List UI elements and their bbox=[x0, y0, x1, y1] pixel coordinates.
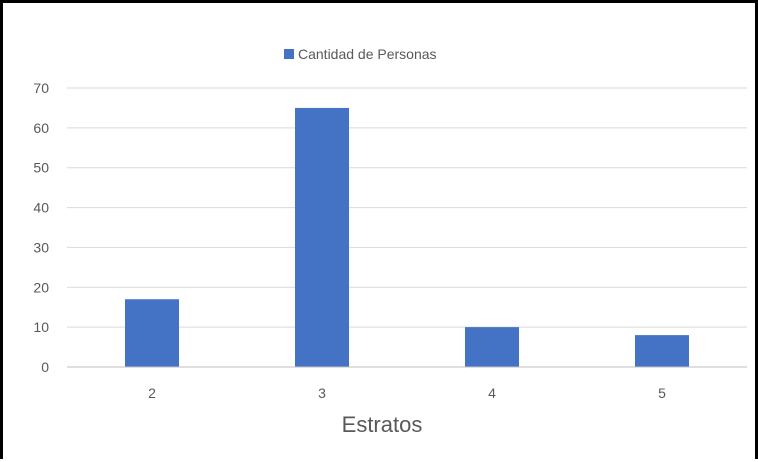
bar-5 bbox=[635, 335, 689, 367]
y-tick-label-50: 50 bbox=[33, 160, 49, 176]
gridlines bbox=[67, 87, 747, 328]
legend-swatch bbox=[284, 49, 294, 59]
y-axis-tick-labels: 0 10 20 30 40 50 60 70 bbox=[33, 80, 49, 375]
y-tick-label-60: 60 bbox=[33, 120, 49, 136]
bar-2 bbox=[125, 299, 179, 367]
y-tick-label-0: 0 bbox=[41, 359, 49, 375]
bar-4 bbox=[465, 327, 519, 367]
y-tick-label-20: 20 bbox=[33, 279, 49, 295]
x-tick-label-5: 5 bbox=[658, 385, 666, 401]
bars bbox=[125, 107, 689, 367]
legend: Cantidad de Personas bbox=[284, 46, 437, 62]
x-tick-label-2: 2 bbox=[148, 385, 156, 401]
x-axis-title: Estratos bbox=[342, 412, 423, 437]
y-tick-label-40: 40 bbox=[33, 200, 49, 216]
x-tick-label-3: 3 bbox=[318, 385, 326, 401]
bar-3 bbox=[295, 107, 349, 367]
y-tick-label-30: 30 bbox=[33, 239, 49, 255]
legend-label-cantidad-de-personas: Cantidad de Personas bbox=[298, 46, 437, 62]
x-axis-tick-labels: 2 3 4 5 bbox=[148, 385, 666, 401]
bar-chart: 0 10 20 30 40 50 60 70 2 3 4 5 Cantidad de Persona… bbox=[33, 46, 747, 437]
y-tick-label-10: 10 bbox=[33, 319, 49, 335]
y-tick-label-70: 70 bbox=[33, 80, 49, 96]
x-tick-label-4: 4 bbox=[488, 385, 496, 401]
